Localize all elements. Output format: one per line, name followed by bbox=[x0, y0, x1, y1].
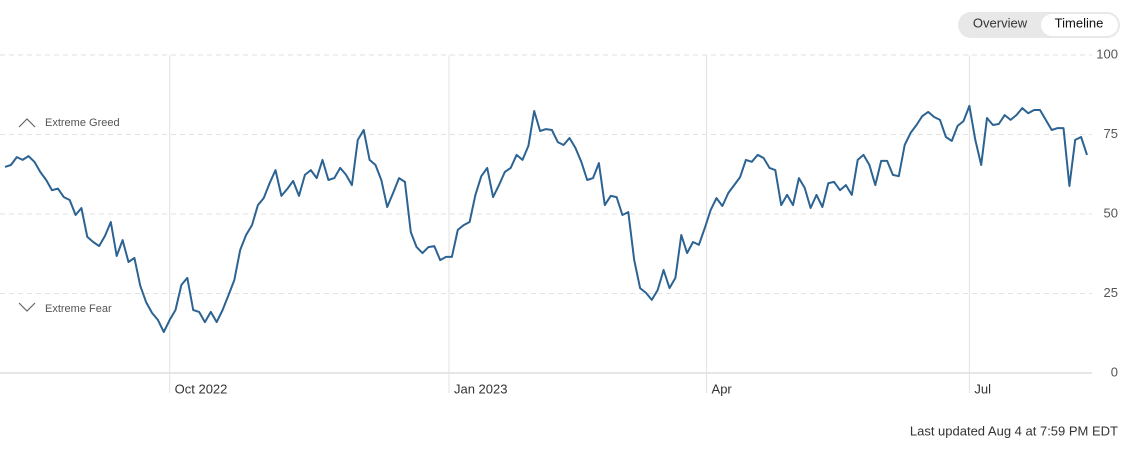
greed-label: Extreme Greed bbox=[45, 117, 120, 129]
y-tick-label: 25 bbox=[1104, 285, 1118, 300]
toggle-active bbox=[1041, 14, 1118, 36]
y-tick-label: 75 bbox=[1104, 126, 1118, 141]
x-tick-label: Jul bbox=[974, 381, 991, 396]
line-series bbox=[4, 104, 1088, 333]
y-tick-label: 0 bbox=[1111, 364, 1118, 379]
fear-icon bbox=[18, 302, 36, 312]
overview-button[interactable]: Overview bbox=[973, 15, 1028, 30]
last-updated: Last updated Aug 4 at 7:59 PM EDT bbox=[910, 423, 1118, 438]
fear-label: Extreme Fear bbox=[45, 303, 112, 315]
y-tick-label: 50 bbox=[1104, 205, 1118, 220]
x-tick-label: Apr bbox=[712, 381, 733, 396]
y-tick-label: 100 bbox=[1096, 46, 1118, 61]
greed-icon bbox=[18, 118, 36, 128]
x-tick-label: Jan 2023 bbox=[454, 381, 508, 396]
timeline-button[interactable]: Timeline bbox=[1055, 15, 1104, 30]
x-tick-label: Oct 2022 bbox=[175, 381, 228, 396]
